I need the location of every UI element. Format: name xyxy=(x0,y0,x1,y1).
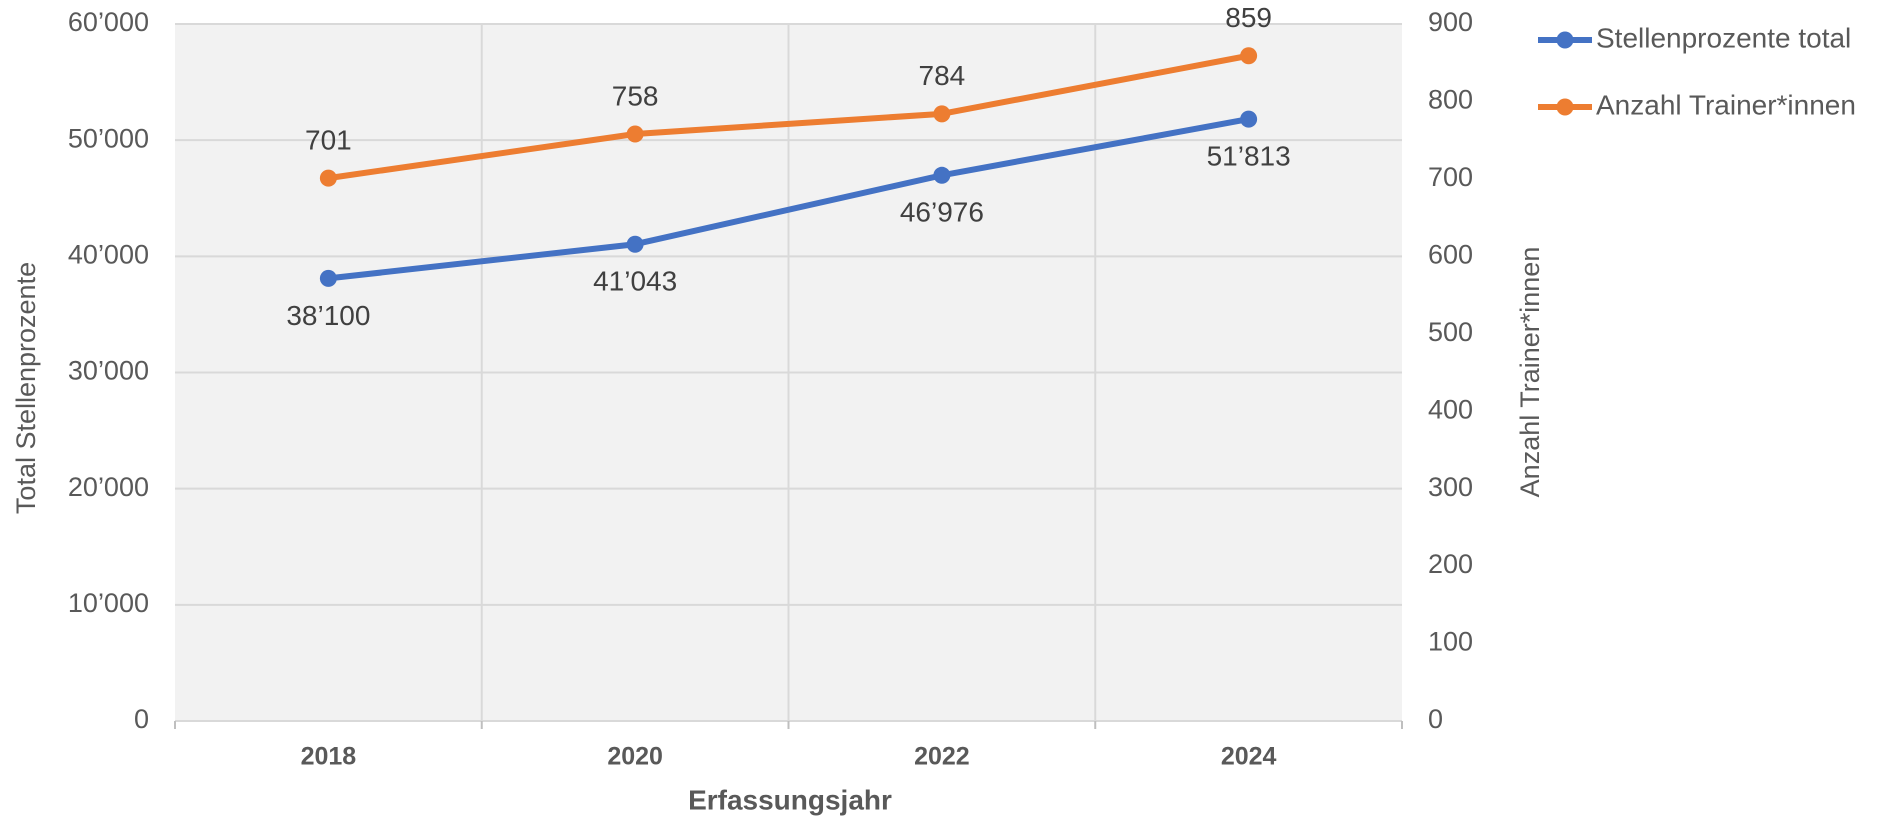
y-tick-label: 30’000 xyxy=(68,356,149,386)
y2-tick-label: 400 xyxy=(1428,394,1473,424)
series-line xyxy=(328,116,1250,282)
y-tick-label: 50’000 xyxy=(68,123,149,153)
y-tick-label: 40’000 xyxy=(68,239,149,269)
legend-label: Stellenprozente total xyxy=(1596,22,1851,53)
data-label: 51’813 xyxy=(1207,140,1291,171)
y2-tick-label: 500 xyxy=(1428,317,1473,347)
marker xyxy=(319,169,337,187)
x-tick-label: 2022 xyxy=(914,743,970,771)
data-label: 38’100 xyxy=(286,300,370,331)
y-tick-label: 20’000 xyxy=(68,472,149,502)
y2-tick-label: 600 xyxy=(1428,239,1473,269)
y2-axis-title: Anzahl Trainer*innen xyxy=(1515,247,1545,498)
marker xyxy=(626,235,644,253)
y2-tick-label: 800 xyxy=(1428,85,1473,115)
marker xyxy=(1240,47,1258,65)
y-tick-label: 0 xyxy=(134,704,149,734)
y2-tick-label: 300 xyxy=(1428,472,1473,502)
y-tick-label: 60’000 xyxy=(68,7,149,37)
legend-marker xyxy=(1556,98,1574,116)
data-label: 41’043 xyxy=(593,266,677,297)
x-tick-label: 2024 xyxy=(1221,743,1277,771)
y-tick-label: 10’000 xyxy=(68,588,149,618)
data-label: 859 xyxy=(1225,2,1272,33)
marker xyxy=(1240,110,1258,128)
x-tick-label: 2020 xyxy=(607,743,663,771)
legend-marker xyxy=(1556,31,1574,49)
marker xyxy=(933,105,951,123)
x-tick-label: 2018 xyxy=(301,743,357,771)
y2-tick-label: 200 xyxy=(1428,549,1473,579)
marker xyxy=(626,125,644,143)
data-label: 46’976 xyxy=(900,197,984,228)
legend-label: Anzahl Trainer*innen xyxy=(1596,89,1856,120)
series-line xyxy=(327,52,1250,182)
data-label: 758 xyxy=(612,80,659,111)
data-label: 784 xyxy=(919,60,966,91)
marker xyxy=(319,269,337,287)
y2-tick-label: 0 xyxy=(1428,704,1443,734)
y-axis-title: Total Stellenprozente xyxy=(11,262,41,514)
x-axis-title: Erfassungsjahr xyxy=(688,784,892,815)
marker xyxy=(933,166,951,184)
y2-tick-label: 100 xyxy=(1428,627,1473,657)
y2-tick-label: 700 xyxy=(1428,162,1473,192)
data-label: 701 xyxy=(305,125,352,156)
y2-tick-label: 900 xyxy=(1428,7,1473,37)
